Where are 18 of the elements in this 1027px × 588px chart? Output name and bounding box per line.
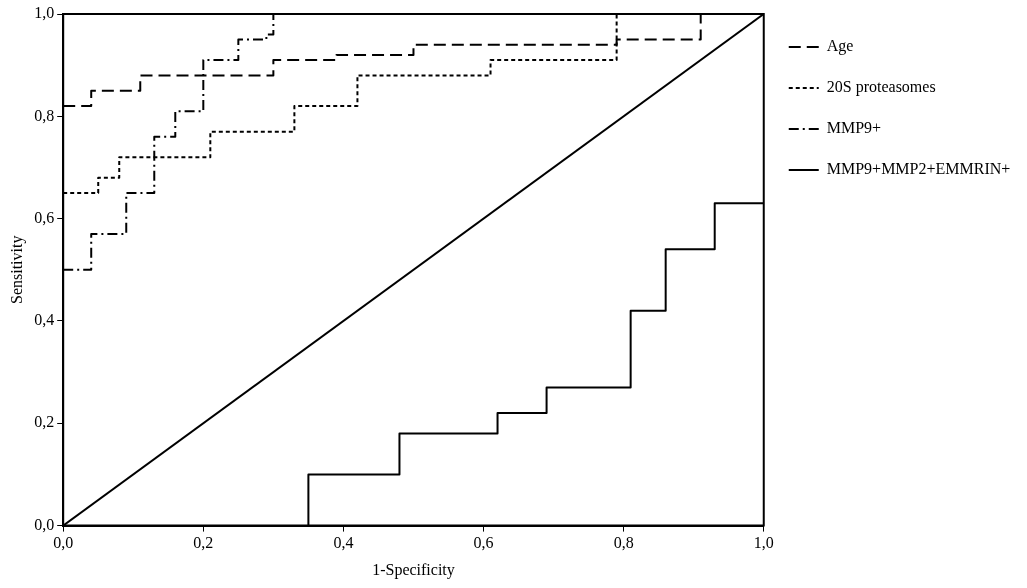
legend-label: MMP9+ bbox=[826, 119, 882, 137]
y-tick-label: 0,6 bbox=[34, 208, 55, 226]
x-tick-label: 0,4 bbox=[333, 534, 354, 552]
x-axis-title: 1-Specificity bbox=[372, 560, 455, 579]
y-tick-label: 0,4 bbox=[34, 311, 55, 329]
legend-label: MMP9+MMP2+EMMRIN+ bbox=[826, 160, 1011, 178]
y-tick-label: 1,0 bbox=[34, 4, 55, 22]
x-tick-label: 0,6 bbox=[473, 534, 494, 552]
y-axis-title: Sensitivity bbox=[7, 235, 26, 305]
y-tick-label: 0,2 bbox=[34, 413, 55, 431]
legend-label: Age bbox=[826, 37, 854, 56]
legend-label: 20S proteasomes bbox=[826, 78, 936, 97]
y-tick-label: 0,8 bbox=[34, 106, 55, 124]
x-tick-label: 1,0 bbox=[753, 534, 774, 552]
x-tick-label: 0,0 bbox=[53, 534, 74, 552]
x-tick-label: 0,2 bbox=[193, 534, 214, 552]
y-tick-label: 0,0 bbox=[34, 515, 55, 533]
x-tick-label: 0,8 bbox=[613, 534, 634, 552]
